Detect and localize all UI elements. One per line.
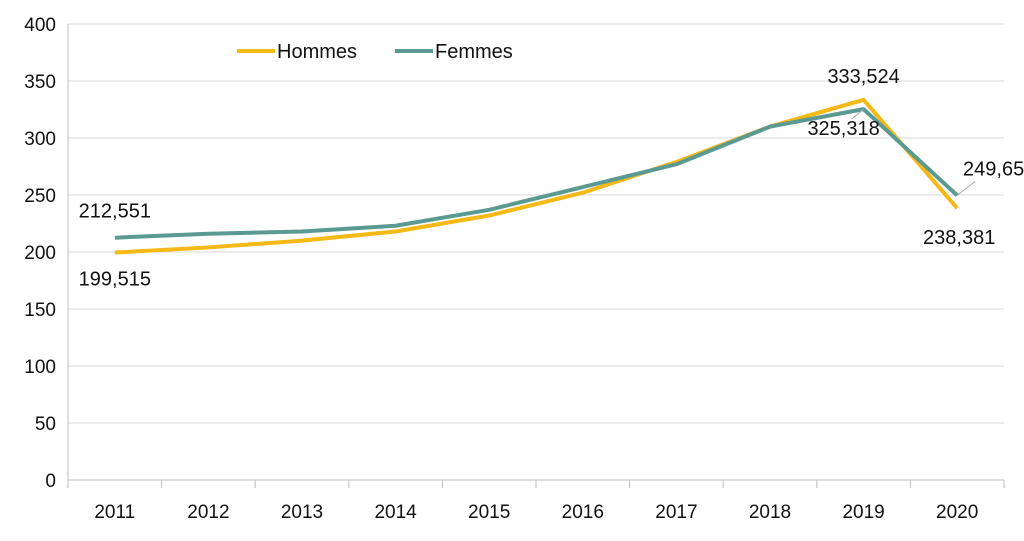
x-tick-label: 2020 — [936, 502, 978, 523]
x-tick-label: 2018 — [749, 502, 791, 523]
data-labels: 212,551 199,515 333,524 325,318 249,655 238,3… — [79, 66, 1024, 291]
x-tick-label: 2019 — [842, 502, 884, 523]
x-tick-label: 2011 — [94, 502, 135, 523]
data-label: 333,524 — [827, 66, 899, 88]
x-tick-label: 2014 — [374, 502, 417, 523]
data-label: 212,551 — [79, 201, 151, 223]
x-tick-label: 2012 — [187, 502, 229, 523]
y-tick-label: 0 — [45, 471, 56, 492]
y-tick-label: 400 — [24, 15, 56, 36]
x-tick-label: 2016 — [562, 502, 604, 523]
leader-line — [957, 181, 975, 195]
data-label: 325,318 — [807, 118, 879, 140]
y-tick-label: 200 — [24, 243, 56, 264]
data-label: 238,381 — [923, 227, 995, 249]
x-tick-label: 2013 — [281, 502, 323, 523]
x-tick-label: 2015 — [468, 502, 510, 523]
data-label: 199,515 — [79, 269, 151, 291]
legend-label-hommes: Hommes — [277, 41, 357, 63]
x-axis: 2011 2012 2013 2014 2015 2016 2017 2018 2019 2020 — [68, 480, 1004, 523]
y-tick-label: 100 — [24, 357, 56, 378]
legend: Hommes Femmes — [237, 41, 513, 63]
y-tick-label: 300 — [24, 129, 56, 150]
x-tick-label: 2017 — [655, 502, 697, 523]
y-tick-label: 50 — [35, 414, 56, 435]
y-tick-label: 350 — [24, 72, 56, 93]
legend-label-femmes: Femmes — [435, 41, 513, 63]
y-tick-label: 150 — [24, 300, 56, 321]
y-tick-label: 250 — [24, 186, 56, 207]
data-label: 249,655 — [963, 158, 1024, 180]
y-axis: 0 50 100 150 200 250 300 350 400 — [24, 15, 68, 492]
